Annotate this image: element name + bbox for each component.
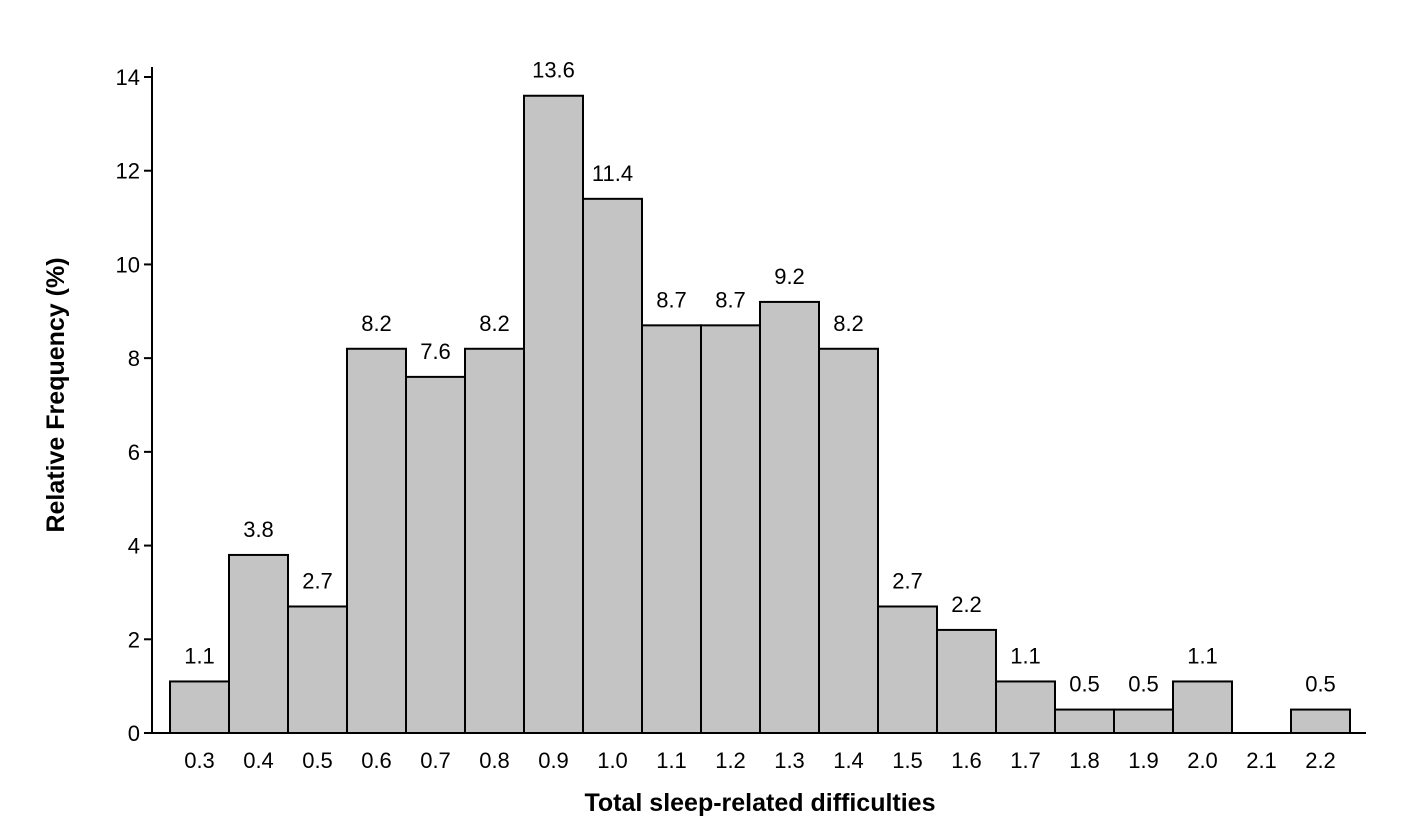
bar-1.6: [936, 628, 997, 735]
x-tick-label: 1.3: [774, 748, 805, 773]
y-tick-label: 8: [128, 346, 140, 371]
data-label-1.1: 8.7: [656, 287, 687, 312]
data-label-0.6: 8.2: [361, 311, 392, 336]
x-tick-label: 1.0: [597, 748, 628, 773]
x-tick-label: 0.6: [361, 748, 392, 773]
y-tick-label: 6: [128, 440, 140, 465]
x-axis-ticks: 0.3 0.4 0.5 0.6 0.7 0.8 0.9 1.0 1.1 1.2 1.3 1.4 1.5 1…: [184, 748, 1336, 773]
data-label-1.3: 9.2: [774, 264, 805, 289]
bar-1.1: [641, 324, 702, 734]
bar-1.8: [1054, 708, 1115, 734]
x-tick-label: 1.2: [715, 748, 746, 773]
x-tick-label: 2.0: [1187, 748, 1218, 773]
data-label-1.4: 8.2: [833, 311, 864, 336]
bar-0.9: [523, 94, 584, 734]
x-tick-label: 2.2: [1305, 748, 1336, 773]
data-label-1.6: 2.2: [951, 592, 982, 617]
x-tick-label: 0.7: [420, 748, 451, 773]
x-tick-label: 1.8: [1069, 748, 1100, 773]
bar-1.3: [759, 300, 820, 734]
bar-1.4: [818, 347, 879, 734]
y-tick-label: 0: [128, 721, 140, 746]
data-label-1.7: 1.1: [1010, 643, 1041, 668]
data-label-0.4: 3.8: [243, 517, 274, 542]
y-tick-label: 10: [116, 252, 140, 277]
bar-1.9: [1113, 708, 1174, 734]
bar-2.2: [1290, 708, 1351, 734]
y-tick-label: 12: [116, 159, 140, 184]
data-label-1.2: 8.7: [715, 287, 746, 312]
data-label-0.9: 13.6: [532, 58, 575, 83]
bar-1.2: [700, 324, 761, 734]
bar-0.5: [287, 605, 348, 734]
data-label-1.0: 11.4: [592, 161, 633, 186]
bar-0.8: [464, 347, 525, 734]
data-label-1.9: 0.5: [1128, 672, 1159, 697]
data-label-0.3: 1.1: [184, 643, 215, 668]
data-labels-group: 1.1 3.8 2.7 8.2 7.6 8.2 13.6 11.4 8.7 8.7 9.2 8.2 2.…: [184, 58, 1336, 697]
x-tick-label: 1.4: [833, 748, 864, 773]
y-tick-label: 2: [128, 627, 140, 652]
x-tick-label: 1.9: [1128, 748, 1159, 773]
bar-1.5: [877, 605, 938, 734]
data-label-2.0: 1.1: [1187, 643, 1218, 668]
data-label-0.8: 8.2: [479, 311, 510, 336]
x-tick-label: 2.1: [1246, 748, 1277, 773]
y-tick-label: 14: [116, 65, 140, 90]
x-axis-title: Total sleep-related difficulties: [584, 789, 935, 817]
x-tick-label: 1.6: [951, 748, 982, 773]
x-tick-label: 0.4: [243, 748, 274, 773]
data-label-0.5: 2.7: [302, 568, 333, 593]
x-tick-label: 0.3: [184, 748, 215, 773]
x-tick-label: 1.1: [656, 748, 687, 773]
bar-2.0: [1172, 680, 1233, 735]
bars-group: [169, 94, 1351, 735]
bar-0.3: [169, 680, 230, 735]
x-tick-label: 0.5: [302, 748, 333, 773]
data-label-1.5: 2.7: [892, 568, 923, 593]
x-tick-label: 1.7: [1010, 748, 1041, 773]
bar-0.4: [228, 553, 289, 735]
data-label-2.2: 0.5: [1305, 672, 1336, 697]
y-tick-label: 4: [128, 534, 140, 559]
bar-0.7: [405, 375, 466, 734]
x-tick-label: 0.8: [479, 748, 510, 773]
data-label-0.7: 7.6: [420, 339, 451, 364]
bar-1.7: [995, 680, 1056, 735]
y-axis-ticks: 0 2 4 6 8 10 12 14: [116, 65, 152, 746]
data-label-1.8: 0.5: [1069, 672, 1100, 697]
bar-1.0: [582, 197, 643, 735]
x-tick-label: 0.9: [538, 748, 569, 773]
bar-0.6: [346, 347, 407, 734]
y-axis-title: Relative Frequency (%): [42, 257, 70, 532]
x-tick-label: 1.5: [892, 748, 923, 773]
